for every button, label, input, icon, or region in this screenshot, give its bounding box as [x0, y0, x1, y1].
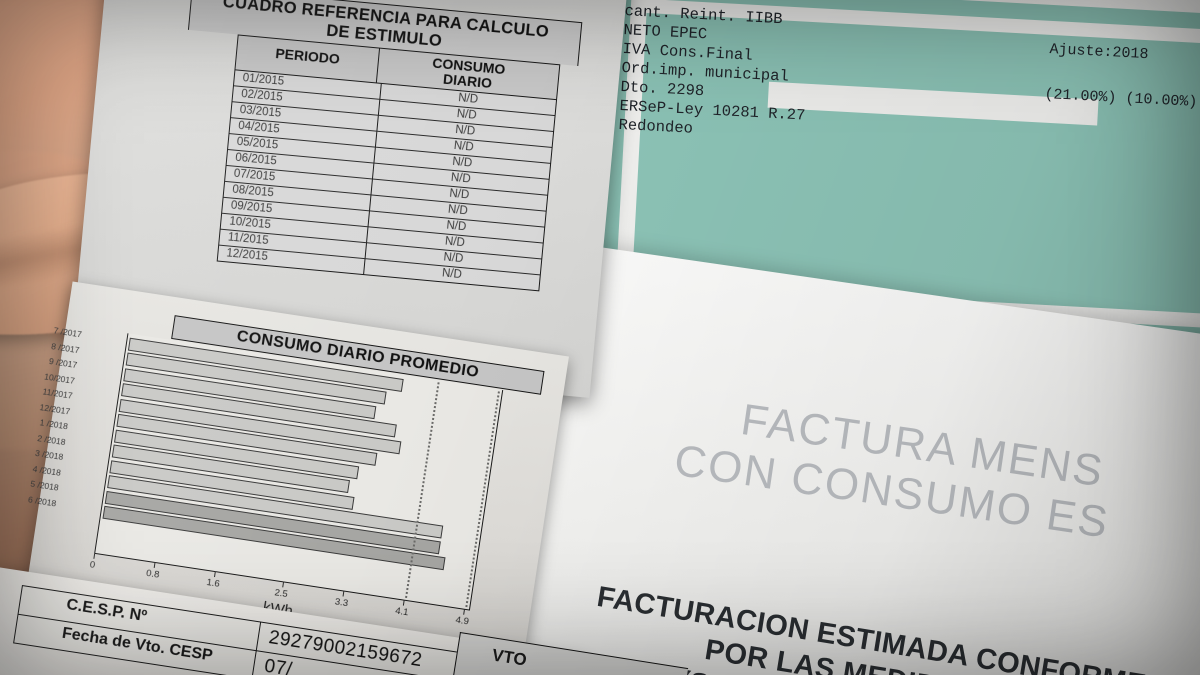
chart-x-tick-label: 2.5 [273, 587, 289, 601]
chart-x-tick-label: 0 [88, 559, 96, 571]
bill-detail-lines: cant. Reint. IIBB NETO EPEC IVA Cons.Fin… [618, 2, 811, 145]
chart-x-tick-label: 4.1 [394, 605, 410, 619]
percentage-0: (21.00%) [1044, 85, 1117, 107]
reference-table-body: PERIODO CONSUMO DIARIO 01/2015 N/D 02/2015… [216, 34, 561, 292]
chart-x-tick [153, 561, 156, 568]
percentage-1: (10.00%) [1124, 90, 1198, 111]
chart-x-tick-label: 1.6 [205, 576, 221, 590]
chart-x-tick [463, 608, 466, 615]
reference-table: CUADRO REFERENCIA PARA CALCULO DE ESTIMU… [167, 0, 583, 293]
chart-x-tick-label: 3.3 [334, 596, 349, 610]
chart-x-tick-label: 0.8 [145, 567, 161, 581]
chart-x-tick [93, 552, 96, 559]
reference-table-rows: 01/2015 N/D 02/2015 N/D 03/2015 N/D 04/2015 N/D… [217, 70, 557, 290]
chart-x-tick [342, 590, 345, 597]
chart-x-tick [214, 571, 216, 578]
chart-x-tick-label: 4.9 [454, 614, 470, 628]
chart-x-tick [282, 581, 284, 588]
chart-x-tick [402, 599, 405, 606]
consumption-header-line-2: DIARIO [442, 70, 493, 92]
